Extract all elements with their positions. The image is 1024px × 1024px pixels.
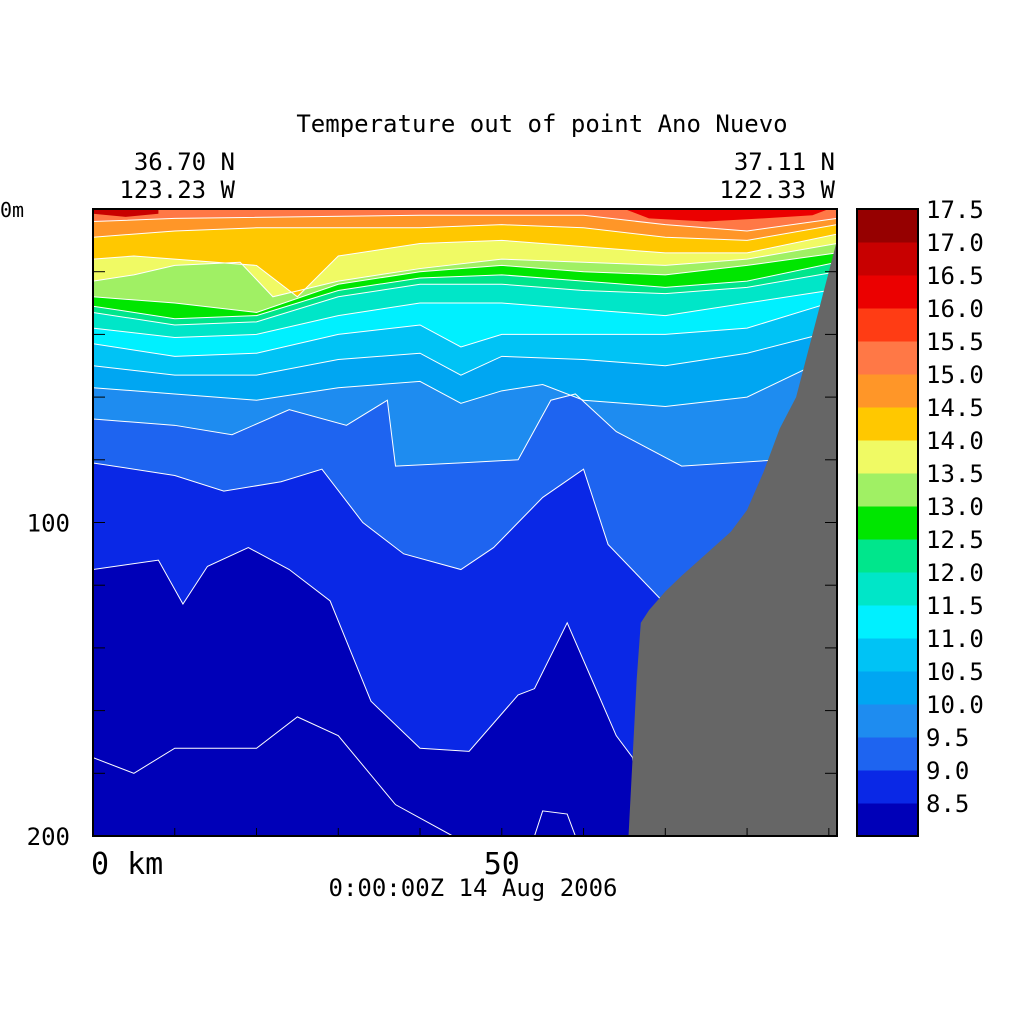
colorbar-swatch: [857, 572, 918, 606]
colorbar-label: 10.5: [926, 658, 984, 686]
colorbar-swatch: [857, 341, 918, 375]
colorbar-label: 15.0: [926, 361, 984, 389]
colorbar-label: 11.0: [926, 625, 984, 653]
colorbar-label: 17.0: [926, 229, 984, 257]
colorbar-label: 14.0: [926, 427, 984, 455]
colorbar-swatch: [857, 440, 918, 474]
colorbar-swatch: [857, 671, 918, 705]
colorbar-swatch: [857, 407, 918, 441]
start-longitude: 123.23 W: [119, 176, 235, 204]
colorbar-label: 10.0: [926, 691, 984, 719]
colorbar-label: 8.5: [926, 790, 969, 818]
colorbar-swatch: [857, 308, 918, 342]
colorbar-swatch: [857, 275, 918, 309]
colorbar-label: 15.5: [926, 328, 984, 356]
colorbar-label: 13.5: [926, 460, 984, 488]
colorbar-label: 11.5: [926, 592, 984, 620]
colorbar-swatch: [857, 770, 918, 804]
colorbar-label: 16.5: [926, 262, 984, 290]
colorbar-label: 12.0: [926, 559, 984, 587]
colorbar-swatch: [857, 209, 918, 243]
colorbar-swatch: [857, 704, 918, 738]
colorbar-swatch: [857, 242, 918, 276]
colorbar-swatch: [857, 737, 918, 771]
colorbar-label: 14.5: [926, 394, 984, 422]
y-tick-label: 200: [27, 823, 70, 851]
end-latitude: 37.11 N: [734, 148, 835, 176]
colorbar-swatch: [857, 506, 918, 540]
end-longitude: 122.33 W: [719, 176, 835, 204]
y-tick-label: 0m: [0, 198, 24, 222]
colorbar-swatch: [857, 803, 918, 837]
colorbar-swatch: [857, 473, 918, 507]
colorbar-label: 12.5: [926, 526, 984, 554]
colorbar-swatch: [857, 539, 918, 573]
y-tick-label: 100: [27, 510, 70, 538]
colorbar-label: 13.0: [926, 493, 984, 521]
colorbar-label: 17.5: [926, 196, 984, 224]
colorbar-swatch: [857, 638, 918, 672]
timestamp: 0:00:00Z 14 Aug 2006: [329, 874, 618, 902]
x-tick-label: 0 km: [91, 847, 163, 882]
colorbar-label: 9.5: [926, 724, 969, 752]
colorbar-swatch: [857, 374, 918, 408]
chart-title: Temperature out of point Ano Nuevo: [296, 110, 787, 138]
start-latitude: 36.70 N: [134, 148, 235, 176]
colorbar-label: 16.0: [926, 295, 984, 323]
colorbar-swatch: [857, 605, 918, 639]
colorbar-label: 9.0: [926, 757, 969, 785]
